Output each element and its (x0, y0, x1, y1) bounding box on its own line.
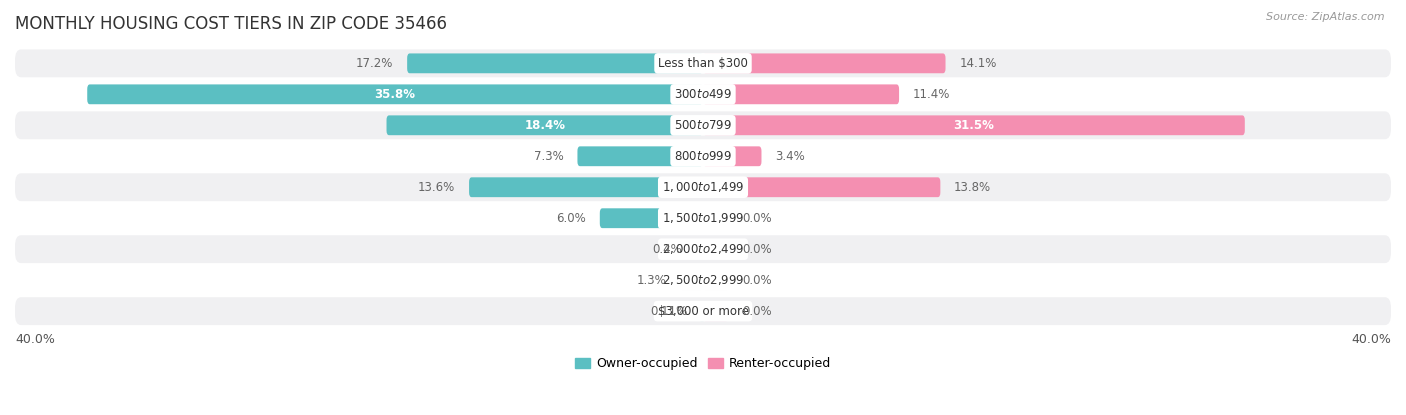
FancyBboxPatch shape (387, 115, 703, 135)
FancyBboxPatch shape (15, 81, 1391, 108)
Text: 3.4%: 3.4% (775, 150, 806, 163)
FancyBboxPatch shape (600, 208, 703, 228)
FancyBboxPatch shape (703, 177, 941, 197)
Text: 17.2%: 17.2% (356, 57, 394, 70)
Text: $1,500 to $1,999: $1,500 to $1,999 (662, 211, 744, 225)
FancyBboxPatch shape (703, 270, 728, 290)
Text: $300 to $499: $300 to $499 (673, 88, 733, 101)
FancyBboxPatch shape (87, 84, 703, 104)
FancyBboxPatch shape (408, 54, 703, 73)
Text: 35.8%: 35.8% (374, 88, 416, 101)
Text: 0.0%: 0.0% (742, 243, 772, 256)
Text: $1,000 to $1,499: $1,000 to $1,499 (662, 180, 744, 194)
FancyBboxPatch shape (703, 146, 762, 166)
FancyBboxPatch shape (15, 297, 1391, 325)
Text: Less than $300: Less than $300 (658, 57, 748, 70)
FancyBboxPatch shape (15, 266, 1391, 294)
FancyBboxPatch shape (703, 208, 728, 228)
Text: MONTHLY HOUSING COST TIERS IN ZIP CODE 35466: MONTHLY HOUSING COST TIERS IN ZIP CODE 3… (15, 15, 447, 33)
Text: 0.0%: 0.0% (742, 273, 772, 287)
Text: $800 to $999: $800 to $999 (673, 150, 733, 163)
Text: 40.0%: 40.0% (1351, 333, 1391, 347)
Text: 14.1%: 14.1% (959, 57, 997, 70)
Text: $2,000 to $2,499: $2,000 to $2,499 (662, 242, 744, 256)
FancyBboxPatch shape (703, 239, 728, 259)
Text: 18.4%: 18.4% (524, 119, 565, 132)
FancyBboxPatch shape (15, 235, 1391, 263)
FancyBboxPatch shape (703, 301, 728, 321)
FancyBboxPatch shape (703, 84, 898, 104)
Text: 40.0%: 40.0% (15, 333, 55, 347)
Text: 13.6%: 13.6% (418, 181, 456, 194)
Text: Source: ZipAtlas.com: Source: ZipAtlas.com (1267, 12, 1385, 22)
Text: 0.0%: 0.0% (742, 212, 772, 225)
Text: 0.4%: 0.4% (652, 243, 682, 256)
FancyBboxPatch shape (15, 173, 1391, 201)
FancyBboxPatch shape (703, 115, 1244, 135)
FancyBboxPatch shape (700, 301, 703, 321)
Text: 0.11%: 0.11% (650, 305, 688, 317)
FancyBboxPatch shape (703, 54, 945, 73)
Text: $2,500 to $2,999: $2,500 to $2,999 (662, 273, 744, 287)
FancyBboxPatch shape (578, 146, 703, 166)
Legend: Owner-occupied, Renter-occupied: Owner-occupied, Renter-occupied (569, 352, 837, 375)
Text: $3,000 or more: $3,000 or more (658, 305, 748, 317)
FancyBboxPatch shape (15, 111, 1391, 139)
Text: 7.3%: 7.3% (534, 150, 564, 163)
Text: 11.4%: 11.4% (912, 88, 950, 101)
FancyBboxPatch shape (681, 270, 703, 290)
FancyBboxPatch shape (15, 204, 1391, 232)
Text: 6.0%: 6.0% (557, 212, 586, 225)
Text: 1.3%: 1.3% (637, 273, 666, 287)
FancyBboxPatch shape (15, 142, 1391, 170)
Text: 0.0%: 0.0% (742, 305, 772, 317)
Text: $500 to $799: $500 to $799 (673, 119, 733, 132)
FancyBboxPatch shape (470, 177, 703, 197)
FancyBboxPatch shape (15, 49, 1391, 77)
FancyBboxPatch shape (696, 239, 703, 259)
Text: 31.5%: 31.5% (953, 119, 994, 132)
Text: 13.8%: 13.8% (955, 181, 991, 194)
